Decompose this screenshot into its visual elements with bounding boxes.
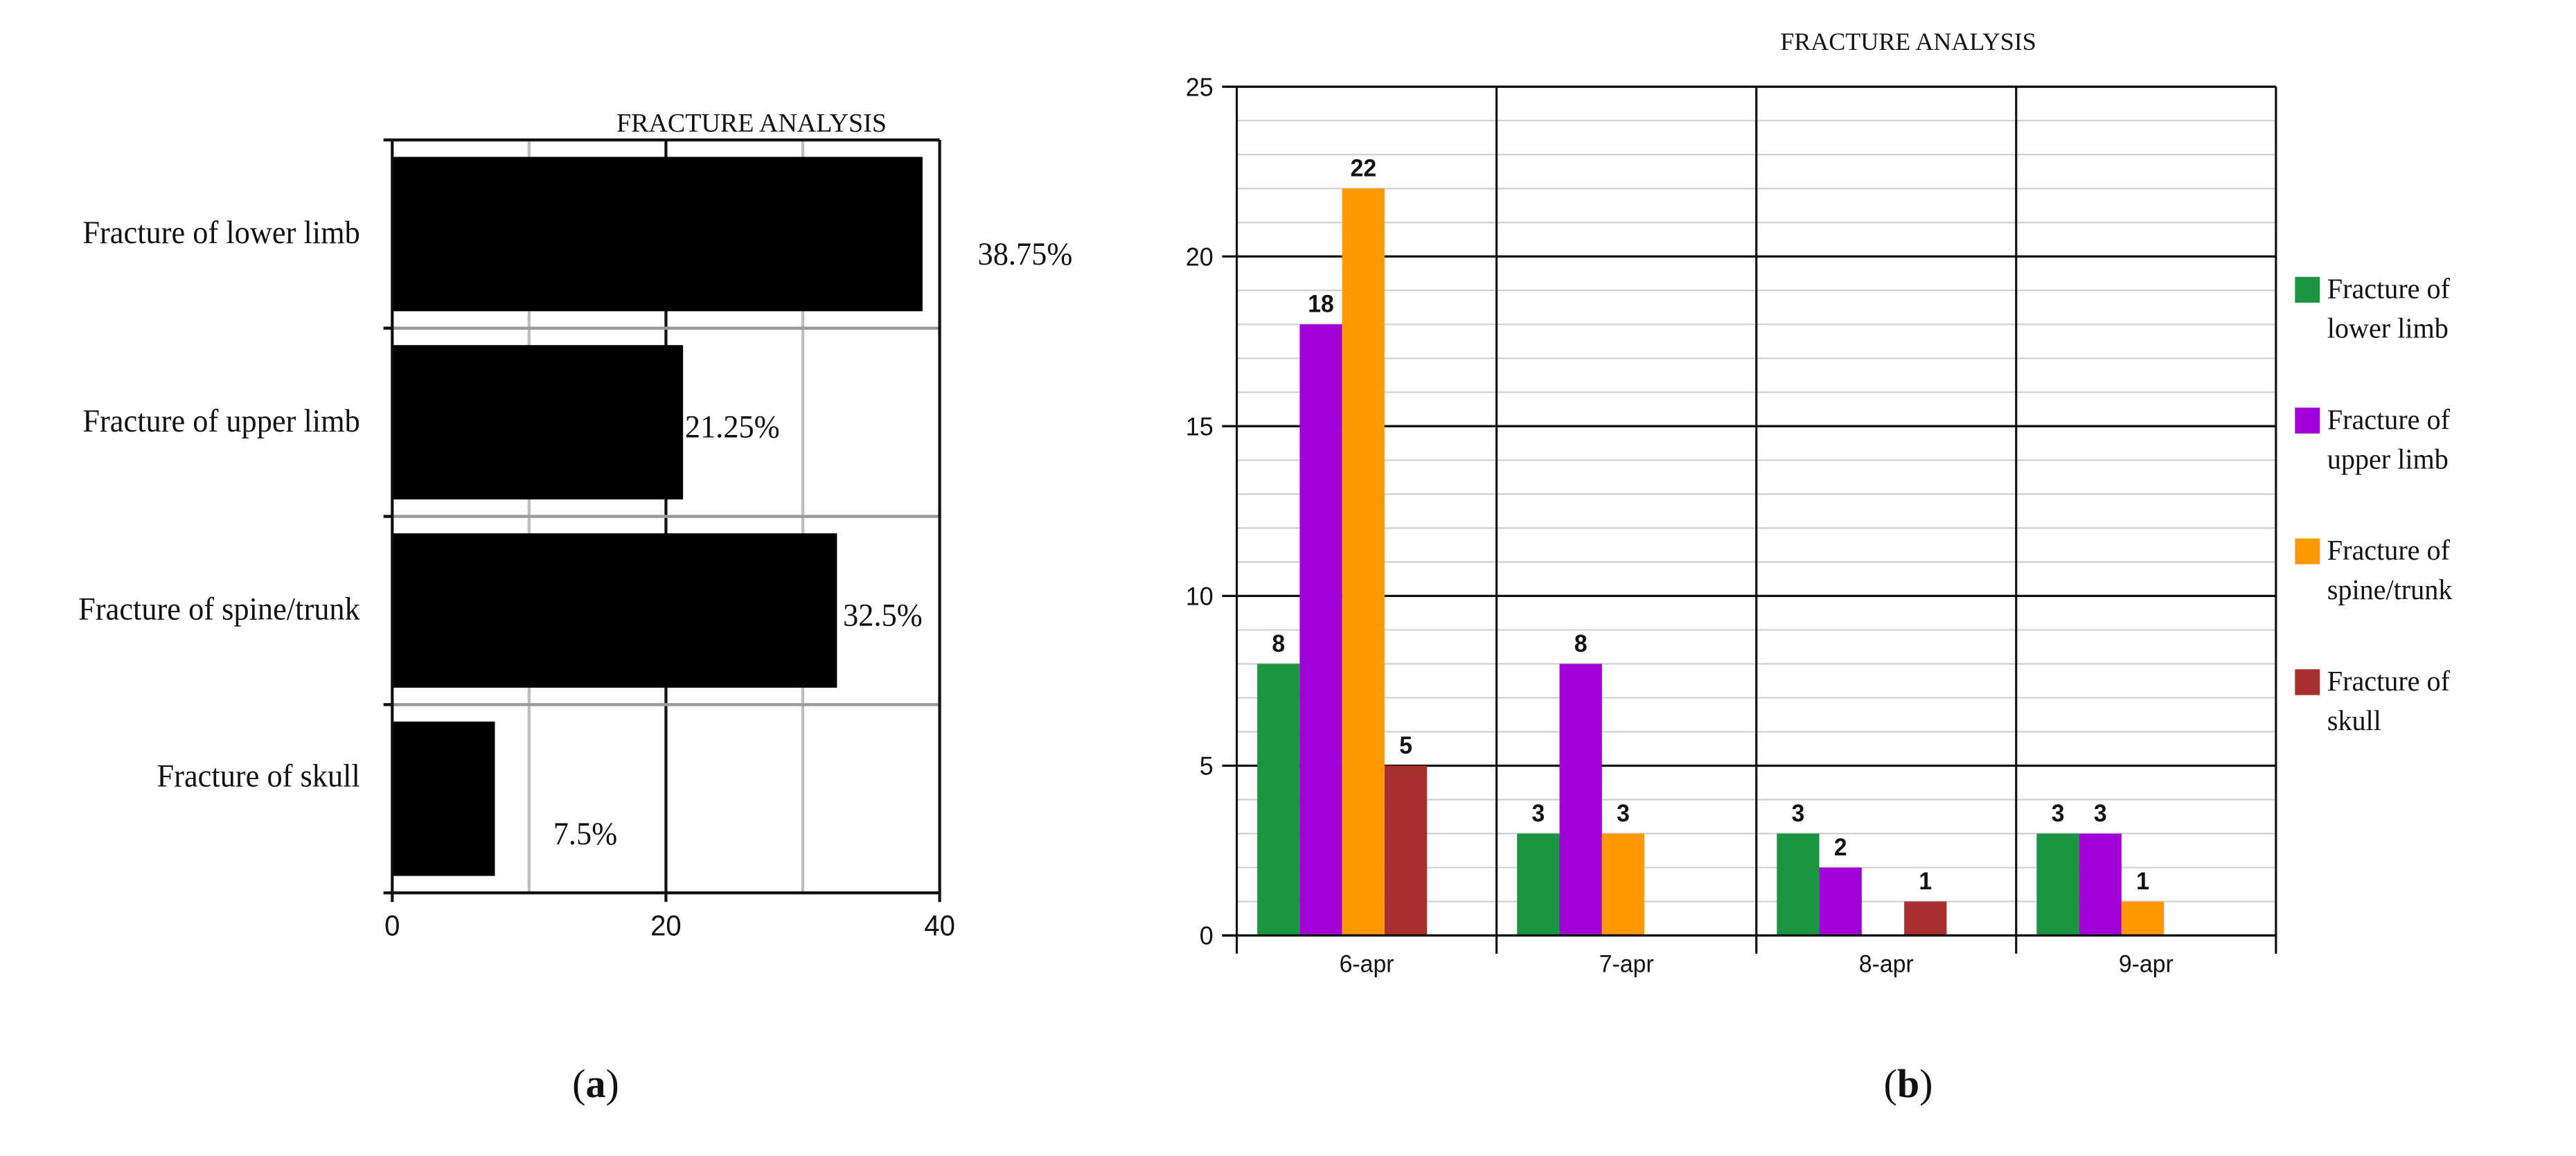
- data-label: 3: [2094, 800, 2107, 827]
- x-tick-label: 8-apr: [1859, 951, 1914, 978]
- data-label: 32.5%: [843, 598, 923, 633]
- x-tick-label: 7-apr: [1599, 951, 1654, 978]
- data-label: 2: [1834, 834, 1847, 861]
- bar: [1517, 833, 1560, 936]
- legend-label: Fracture of upper limb: [2327, 404, 2451, 475]
- chart-a-panel-label: (a): [572, 1061, 619, 1106]
- data-label: 7.5%: [553, 816, 617, 851]
- category-label: Fracture of spine/trunk: [78, 592, 360, 627]
- y-tick-label: 15: [1186, 412, 1214, 441]
- bar: [392, 157, 923, 312]
- bar: [1559, 664, 1602, 936]
- y-tick-label: 10: [1186, 582, 1214, 611]
- data-label: 21.25%: [685, 409, 780, 445]
- bar: [392, 533, 837, 688]
- legend-swatch: [2295, 407, 2320, 434]
- bar: [2036, 833, 2079, 936]
- x-tick-label: 0: [384, 909, 400, 942]
- chart-a: Fracture of lower limb 38.75% Fracture of …: [78, 138, 1073, 942]
- legend-label: Fracture of spine/trunk: [2327, 534, 2453, 605]
- bar: [1257, 664, 1300, 936]
- category-label: Fracture of skull: [157, 758, 360, 794]
- data-label: 1: [2136, 868, 2149, 895]
- x-tick-label: 9-apr: [2119, 951, 2174, 978]
- legend-swatch: [2295, 276, 2320, 303]
- bar: [1819, 867, 1862, 936]
- bar: [2121, 901, 2165, 936]
- y-tick-label: 5: [1200, 752, 1214, 781]
- bar: [392, 721, 495, 876]
- data-label: 5: [1399, 732, 1412, 759]
- data-label: 3: [1531, 800, 1545, 827]
- data-label: 8: [1574, 630, 1588, 657]
- y-tick-label: 0: [1200, 921, 1214, 950]
- bar: [392, 345, 684, 500]
- bar: [1299, 324, 1342, 936]
- chart-b-panel-label: (b): [1884, 1061, 1933, 1106]
- chart-b-title: FRACTURE ANALYSIS: [1780, 28, 2036, 55]
- data-label: 3: [2052, 800, 2065, 827]
- x-tick-label: 6-apr: [1340, 951, 1394, 978]
- bar: [1342, 188, 1385, 936]
- chart-a-axes: 0 20 40: [383, 138, 955, 942]
- bar: [1904, 901, 1947, 936]
- data-label: 8: [1272, 630, 1285, 657]
- bar: [1384, 765, 1428, 936]
- legend-swatch: [2295, 669, 2320, 695]
- chart-a-bars: Fracture of lower limb 38.75% Fracture of …: [78, 157, 1073, 876]
- legend-label: Fracture of lower limb: [2327, 273, 2451, 344]
- category-label: Fracture of upper limb: [82, 403, 359, 438]
- x-tick-label: 20: [650, 909, 682, 942]
- chart-b-legend: Fracture of lower limb Fracture of upper li…: [2295, 273, 2453, 736]
- y-tick-label: 20: [1186, 242, 1214, 272]
- chart-b-bars: 8 18 22 5 3 8 3 3 2 1 3 3 1: [1257, 155, 2165, 936]
- chart-b: 8 18 22 5 3 8 3 3 2 1 3 3 1 0 5 10 15 20 25 6-apr 7-apr 8-ap…: [1186, 73, 2453, 978]
- y-tick-label: 25: [1186, 73, 1214, 102]
- bar: [1601, 833, 1645, 936]
- legend-label: Fracture of skull: [2327, 665, 2451, 736]
- chart-a-title: FRACTURE ANALYSIS: [616, 109, 887, 138]
- bar: [1777, 833, 1820, 936]
- bar: [2079, 833, 2122, 936]
- data-label: 38.75%: [978, 236, 1073, 272]
- category-label: Fracture of lower limb: [82, 215, 359, 250]
- data-label: 22: [1351, 155, 1377, 182]
- data-label: 18: [1308, 291, 1334, 318]
- data-label: 3: [1792, 800, 1805, 827]
- legend-swatch: [2295, 538, 2320, 564]
- x-tick-label: 40: [924, 909, 955, 942]
- data-label: 1: [1919, 868, 1932, 895]
- chart-b-gridlines: [1236, 85, 2276, 954]
- data-label: 3: [1617, 800, 1630, 827]
